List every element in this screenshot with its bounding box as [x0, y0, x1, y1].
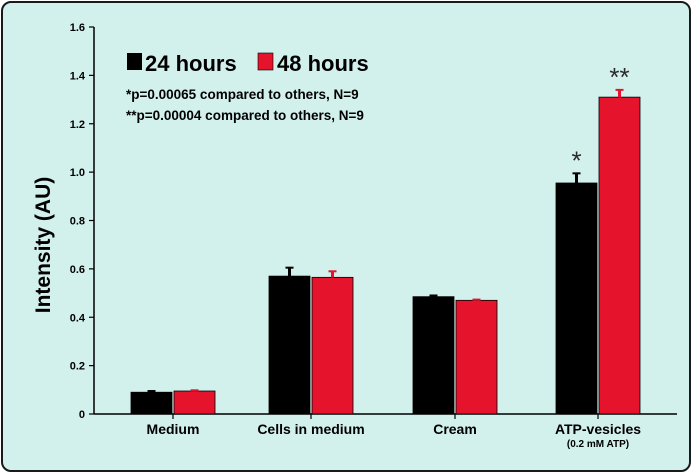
annotation-single-star: *p=0.00065 compared to others, N=9	[126, 87, 359, 102]
y-tick-label: 1.0	[70, 167, 85, 179]
y-tick-label: 0.2	[70, 361, 85, 373]
y-tick-label: 0.4	[70, 312, 86, 324]
legend-swatch-24-hours	[127, 53, 142, 70]
x-tick-label: Cream	[433, 421, 477, 437]
x-tick-label: Cells in medium	[257, 421, 364, 437]
y-tick-label: 0	[79, 409, 85, 421]
y-tick-label: 1.6	[70, 22, 85, 34]
y-tick-label: 1.4	[70, 70, 86, 82]
bar	[130, 391, 173, 415]
significance-marker: **	[609, 62, 629, 92]
bars	[130, 88, 641, 415]
bar	[555, 182, 598, 415]
x-tick-label: ATP-vesicles	[555, 421, 641, 437]
bar	[311, 276, 354, 415]
bar	[268, 275, 311, 415]
labels: Medium Cells in medium Cream ATP-vesicles (0…	[147, 62, 642, 450]
legend-swatch-48-hours	[257, 52, 274, 71]
y-tick-label: 1.2	[70, 119, 85, 131]
bar	[173, 390, 216, 415]
legend-label-48-hours: 48 hours	[277, 51, 369, 76]
bar	[598, 96, 641, 415]
annotation-double-star: **p=0.00004 compared to others, N=9	[126, 108, 364, 123]
y-axis-label: Intensity (AU)	[32, 177, 55, 314]
bar	[455, 299, 498, 415]
y-tick-label: 0.8	[70, 216, 85, 228]
significance-marker: *	[571, 145, 581, 175]
legend: 24 hours 48 hours	[127, 51, 369, 76]
bar	[412, 296, 455, 415]
legend-label-24-hours: 24 hours	[145, 51, 237, 76]
x-tick-sublabel: (0.2 mM ATP)	[567, 439, 629, 450]
y-tick-label: 0.6	[70, 264, 85, 276]
x-tick-label: Medium	[147, 421, 200, 437]
